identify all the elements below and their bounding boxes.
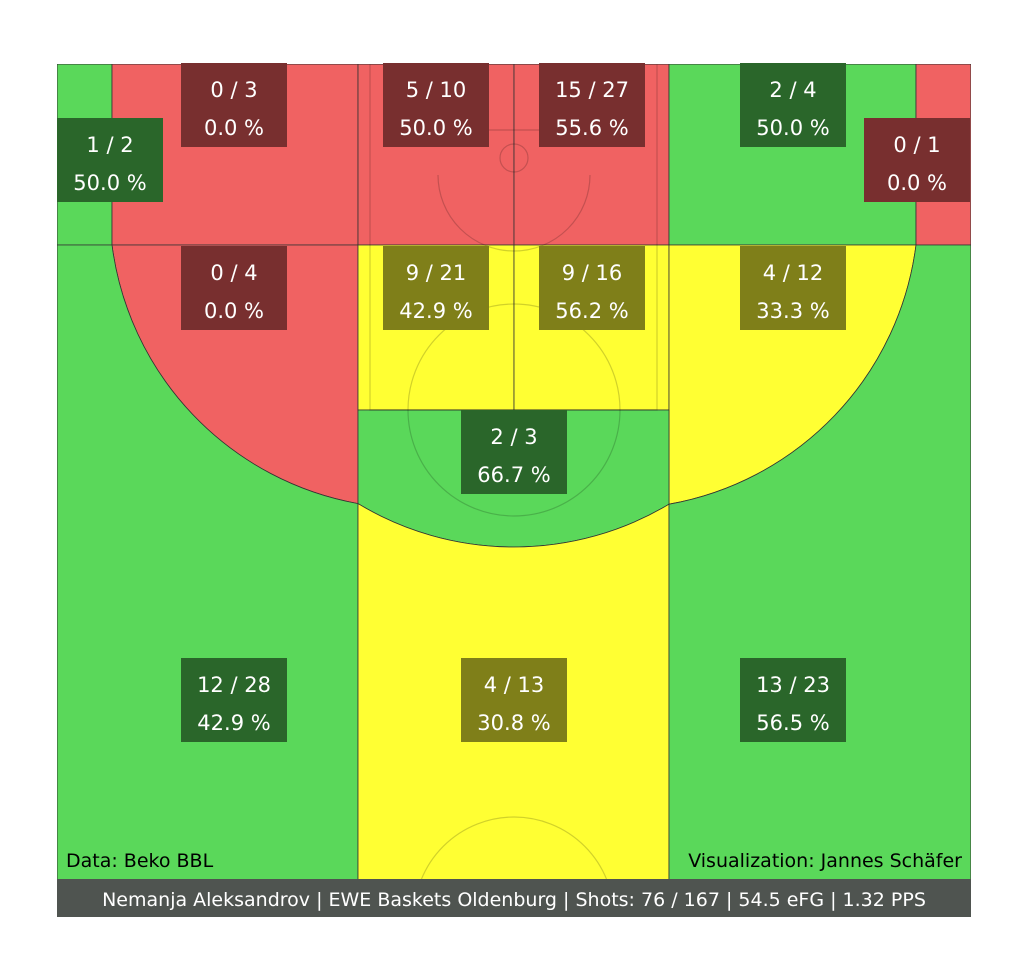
zone-label-center-three: 4 / 13 30.8 % — [461, 658, 567, 742]
zone-made-attempts: 0 / 4 — [210, 261, 257, 285]
zone-made-attempts: 9 / 16 — [562, 261, 623, 285]
zone-made-attempts: 12 / 28 — [197, 673, 271, 697]
visualization-credit: Visualization: Jannes Schäfer — [688, 850, 962, 872]
data-credit: Data: Beko BBL — [66, 850, 214, 872]
zone-percentage: 42.9 % — [197, 711, 270, 735]
zone-label-box — [57, 118, 163, 202]
zone-percentage: 30.8 % — [477, 711, 550, 735]
restricted-area-arc — [437, 174, 591, 252]
zone-made-attempts: 0 / 3 — [210, 78, 257, 102]
zone-made-attempts: 4 / 13 — [484, 673, 545, 697]
zone-label-right-three: 13 / 23 56.5 % — [740, 658, 846, 742]
zone-label-box — [181, 63, 287, 147]
zone-label-box — [461, 410, 567, 494]
zone-percentage: 50.0 % — [73, 171, 146, 195]
zone-percentage: 50.0 % — [399, 116, 472, 140]
zone-label-box — [864, 118, 970, 202]
zone-percentage: 0.0 % — [204, 299, 264, 323]
zone-made-attempts: 2 / 3 — [490, 425, 537, 449]
zone-right-three — [668, 244, 971, 917]
zone-labels: 1 / 2 50.0 % 0 / 3 0.0 % 5 / 10 50.0 % 15 / 27… — [57, 63, 970, 742]
zone-made-attempts: 0 / 1 — [893, 133, 940, 157]
zone-label-left-baseline-mid: 0 / 3 0.0 % — [181, 63, 287, 147]
zone-percentage: 66.7 % — [477, 463, 550, 487]
zone-percentage: 56.5 % — [756, 711, 829, 735]
zone-label-right-paint-baseline: 15 / 27 55.6 % — [539, 63, 645, 147]
free-throw-circle — [407, 303, 621, 517]
zone-label-left-wing-mid: 0 / 4 0.0 % — [181, 246, 287, 330]
zone-label-top-key-mid: 2 / 3 66.7 % — [461, 410, 567, 494]
zone-label-box — [740, 246, 846, 330]
zone-label-box — [383, 63, 489, 147]
zone-label-right-baseline-mid: 2 / 4 50.0 % — [740, 63, 846, 147]
zone-label-right-wing-mid: 4 / 12 33.3 % — [740, 246, 846, 330]
zone-label-box — [740, 63, 846, 147]
zone-made-attempts: 9 / 21 — [406, 261, 467, 285]
zone-percentage: 42.9 % — [399, 299, 472, 323]
zone-made-attempts: 2 / 4 — [769, 78, 816, 102]
zone-label-left-three: 12 / 28 42.9 % — [181, 658, 287, 742]
zone-label-left-paint-baseline: 5 / 10 50.0 % — [383, 63, 489, 147]
zone-label-box — [181, 658, 287, 742]
zone-percentage: 50.0 % — [756, 116, 829, 140]
zone-percentage: 0.0 % — [887, 171, 947, 195]
zone-label-right-corner-three: 0 / 1 0.0 % — [864, 118, 970, 202]
court-lines — [57, 64, 971, 917]
zone-percentage: 56.2 % — [555, 299, 628, 323]
zone-label-left-paint-upper: 9 / 21 42.9 % — [383, 246, 489, 330]
zone-percentage: 33.3 % — [756, 299, 829, 323]
zone-label-box — [383, 246, 489, 330]
zone-percentage: 0.0 % — [204, 116, 264, 140]
footer-bar — [57, 879, 971, 917]
zone-made-attempts: 1 / 2 — [86, 133, 133, 157]
zone-label-box — [740, 658, 846, 742]
zone-label-box — [181, 246, 287, 330]
zone-made-attempts: 15 / 27 — [555, 78, 629, 102]
zone-made-attempts: 4 / 12 — [763, 261, 824, 285]
zone-left-three — [57, 244, 359, 917]
zone-label-left-corner-three: 1 / 2 50.0 % — [57, 118, 163, 202]
footer-text: Nemanja Aleksandrov | EWE Baskets Oldenb… — [102, 889, 926, 911]
zone-label-box — [539, 246, 645, 330]
zone-made-attempts: 5 / 10 — [406, 78, 467, 102]
zone-made-attempts: 13 / 23 — [756, 673, 830, 697]
zone-label-box — [539, 63, 645, 147]
zone-label-box — [461, 658, 567, 742]
zone-percentage: 55.6 % — [555, 116, 628, 140]
zone-label-right-paint-upper: 9 / 16 56.2 % — [539, 246, 645, 330]
center-circle-arc — [413, 816, 615, 917]
rim — [499, 143, 529, 173]
